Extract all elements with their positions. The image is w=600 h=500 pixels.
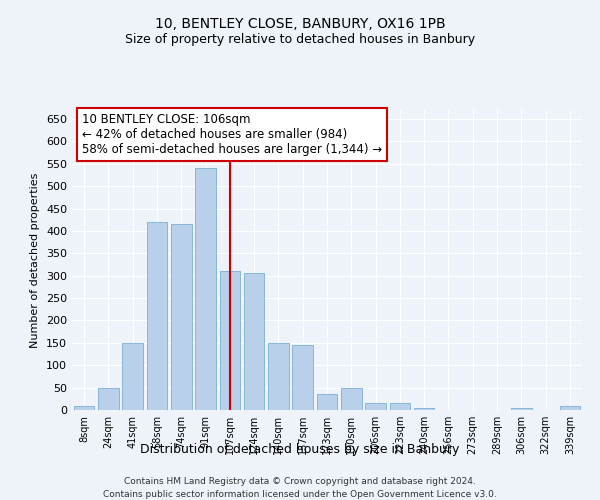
Text: 10, BENTLEY CLOSE, BANBURY, OX16 1PB: 10, BENTLEY CLOSE, BANBURY, OX16 1PB bbox=[155, 18, 445, 32]
Bar bbox=[365, 404, 386, 410]
Bar bbox=[122, 343, 143, 410]
Bar bbox=[317, 394, 337, 410]
Bar bbox=[341, 388, 362, 410]
Bar bbox=[74, 406, 94, 410]
Text: Distribution of detached houses by size in Banbury: Distribution of detached houses by size … bbox=[140, 442, 460, 456]
Bar bbox=[268, 343, 289, 410]
Bar bbox=[98, 388, 119, 410]
Bar bbox=[220, 271, 240, 410]
Bar bbox=[244, 274, 265, 410]
Text: 10 BENTLEY CLOSE: 106sqm
← 42% of detached houses are smaller (984)
58% of semi-: 10 BENTLEY CLOSE: 106sqm ← 42% of detach… bbox=[82, 113, 382, 156]
Bar bbox=[560, 406, 580, 410]
Bar bbox=[414, 408, 434, 410]
Bar bbox=[389, 404, 410, 410]
Text: Contains public sector information licensed under the Open Government Licence v3: Contains public sector information licen… bbox=[103, 490, 497, 499]
Bar bbox=[146, 222, 167, 410]
Text: Size of property relative to detached houses in Banbury: Size of property relative to detached ho… bbox=[125, 32, 475, 46]
Y-axis label: Number of detached properties: Number of detached properties bbox=[31, 172, 40, 348]
Bar bbox=[292, 345, 313, 410]
Bar bbox=[195, 168, 216, 410]
Text: Contains HM Land Registry data © Crown copyright and database right 2024.: Contains HM Land Registry data © Crown c… bbox=[124, 478, 476, 486]
Bar bbox=[511, 408, 532, 410]
Bar bbox=[171, 224, 191, 410]
